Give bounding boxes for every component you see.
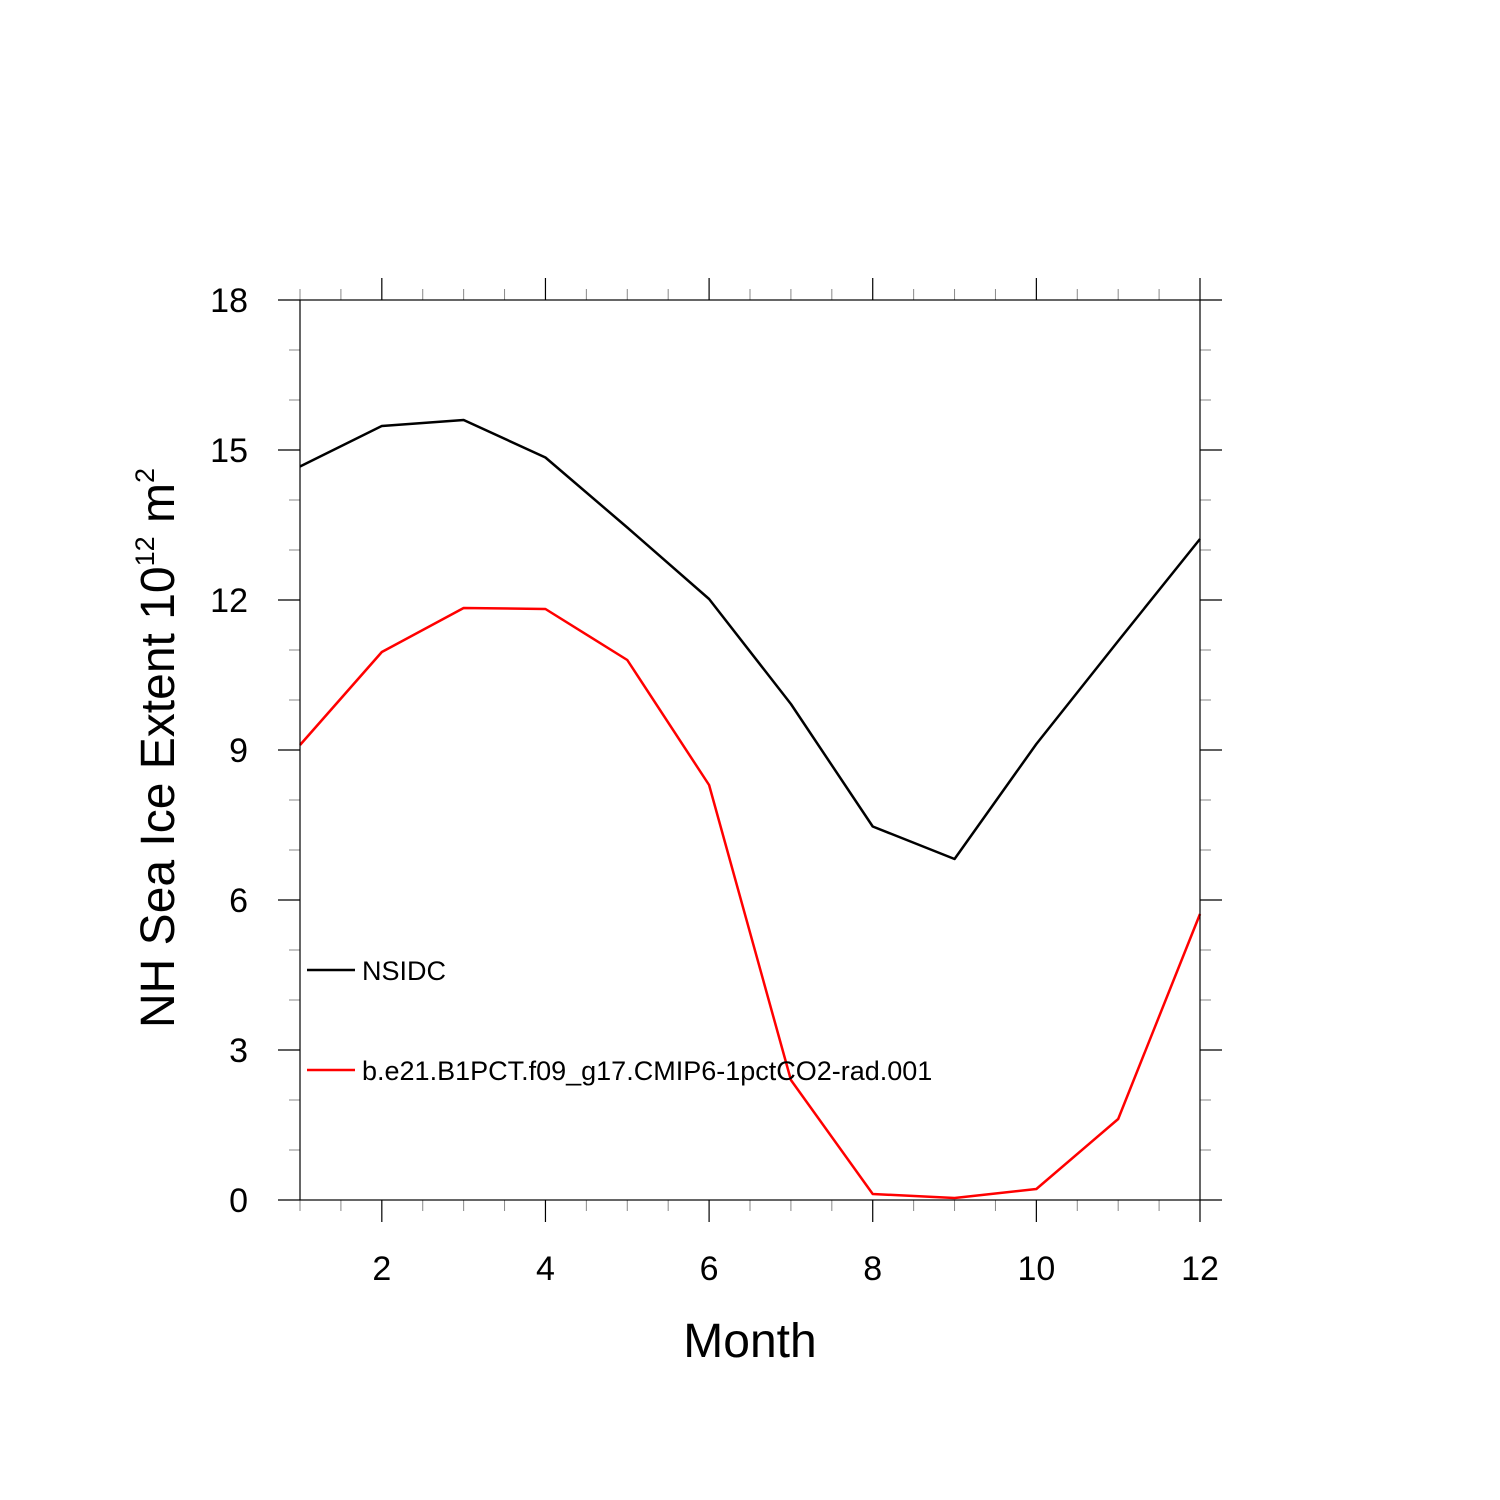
y-tick-label: 6	[229, 882, 248, 920]
x-tick-label: 10	[1017, 1250, 1055, 1288]
y-axis-title-unit-exponent: 2	[130, 468, 160, 483]
series-lines	[299, 418, 1202, 1200]
axis-ticks	[278, 278, 1222, 1222]
x-tick-label: 8	[863, 1250, 882, 1288]
x-tick-label: 4	[536, 1250, 555, 1288]
y-tick-label: 15	[210, 432, 248, 470]
x-axis-title: Month	[683, 1315, 816, 1368]
y-tick-label: 18	[210, 282, 248, 320]
y-axis-title-main: NH Sea Ice Extent 10	[132, 566, 185, 1028]
y-axis-title-exponent: 12	[130, 536, 160, 566]
y-axis-title: NH Sea Ice Extent 1012 m2	[130, 468, 185, 1028]
series-line-0	[299, 418, 1201, 861]
y-tick-labels: 0 3 6 9 12 15 18	[210, 282, 248, 1220]
plot-frame	[299, 299, 1201, 1201]
y-tick-label: 3	[229, 1032, 248, 1070]
y-tick-label: 0	[229, 1182, 248, 1220]
x-tick-label: 12	[1181, 1250, 1219, 1288]
x-tick-label: 2	[372, 1250, 391, 1288]
y-tick-label: 12	[210, 582, 248, 620]
legend: NSIDC b.e21.B1PCT.f09_g17.CMIP6-1pctCO2-…	[307, 956, 932, 1086]
legend-label-nsidc: NSIDC	[362, 956, 446, 986]
series-line-1	[299, 606, 1202, 1200]
x-tick-labels: 2 4 6 8 10 12	[372, 1250, 1219, 1288]
legend-label-model-run: b.e21.B1PCT.f09_g17.CMIP6-1pctCO2-rad.00…	[362, 1056, 932, 1086]
y-axis-title-unit: m	[132, 483, 185, 536]
y-tick-label: 9	[229, 732, 248, 770]
x-tick-label: 6	[700, 1250, 719, 1288]
